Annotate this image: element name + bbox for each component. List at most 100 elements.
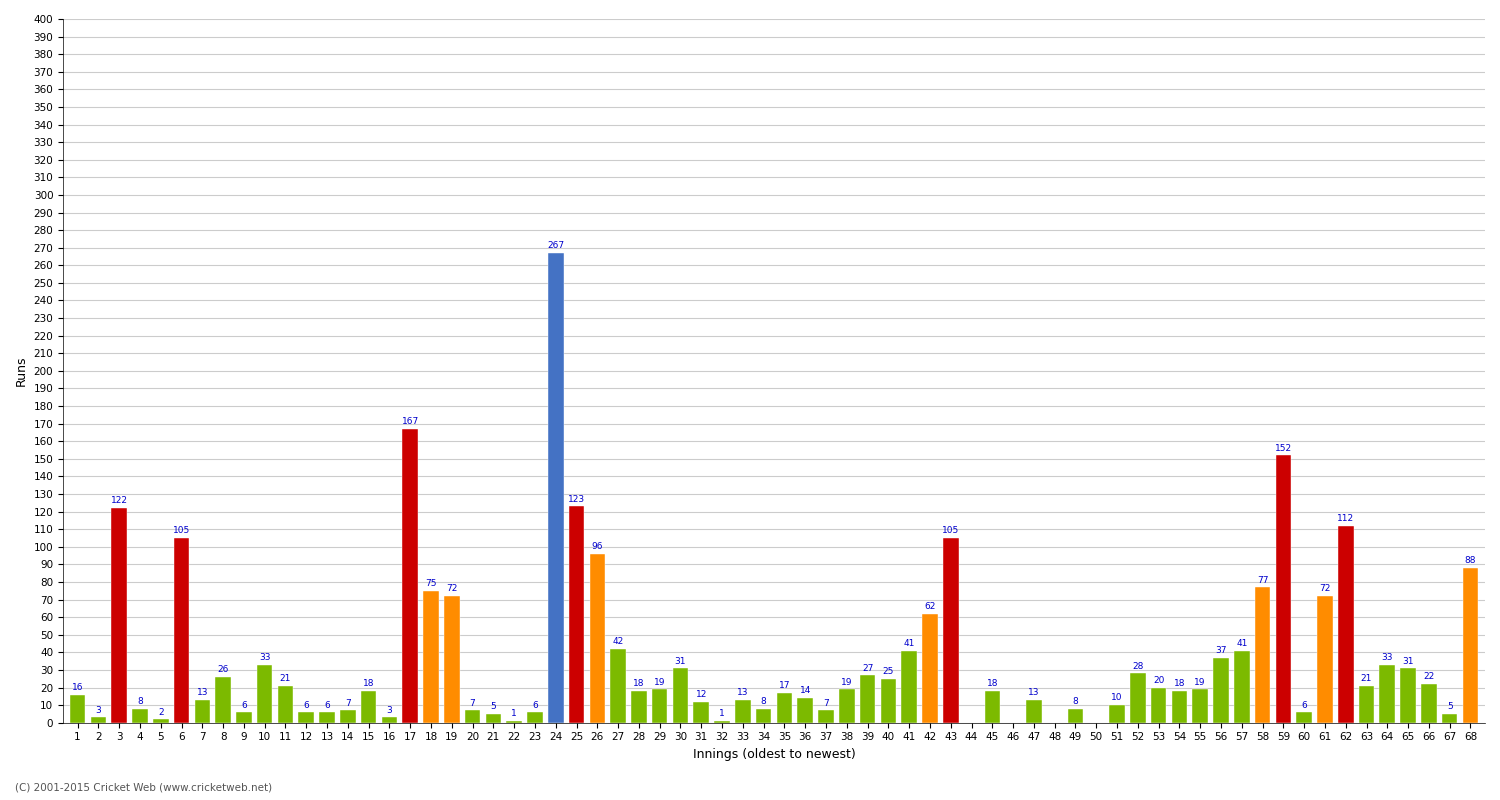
Bar [1172,691,1186,722]
Text: 13: 13 [196,688,208,698]
Bar [1026,700,1041,722]
Bar [756,709,771,722]
Bar [236,712,252,722]
Text: 18: 18 [363,679,375,689]
Bar [1380,665,1395,722]
Text: 7: 7 [824,698,830,708]
Bar [526,712,543,722]
Text: 22: 22 [1424,672,1434,682]
Bar [1420,684,1437,722]
Bar [672,668,688,722]
Text: 3: 3 [96,706,100,715]
Text: 41: 41 [903,639,915,648]
Text: 13: 13 [1028,688,1039,698]
Text: 8: 8 [1072,697,1078,706]
Bar [944,538,958,722]
Text: 21: 21 [1360,674,1372,683]
Bar [320,712,334,722]
Bar [423,590,439,722]
Bar [153,719,168,722]
Bar [1214,658,1228,722]
Text: 33: 33 [260,653,270,662]
Bar [111,508,128,722]
Text: 6: 6 [532,701,538,710]
Text: 41: 41 [1236,639,1248,648]
Text: 16: 16 [72,683,84,692]
Bar [1359,686,1374,722]
Bar [922,614,938,722]
Bar [1442,714,1458,722]
Bar [693,702,709,722]
Text: 18: 18 [633,679,645,689]
Text: 26: 26 [217,666,229,674]
Bar [1234,650,1250,722]
Text: 20: 20 [1154,676,1164,685]
Text: 18: 18 [1173,679,1185,689]
Text: 33: 33 [1382,653,1394,662]
Text: 267: 267 [548,242,564,250]
Bar [880,678,896,722]
Text: 2: 2 [158,707,164,717]
Text: 25: 25 [882,667,894,676]
Bar [1275,455,1292,722]
Bar [568,506,585,722]
Text: 1: 1 [718,710,724,718]
Text: (C) 2001-2015 Cricket Web (www.cricketweb.net): (C) 2001-2015 Cricket Web (www.cricketwe… [15,782,272,792]
Text: 19: 19 [1194,678,1206,686]
Text: 6: 6 [1302,701,1306,710]
Bar [1256,587,1270,722]
Bar [590,554,604,722]
Bar [839,690,855,722]
Bar [1108,705,1125,722]
Text: 167: 167 [402,418,418,426]
Text: 21: 21 [280,674,291,683]
Bar [818,710,834,722]
Text: 112: 112 [1336,514,1354,523]
Bar [859,675,876,722]
Bar [1401,668,1416,722]
Text: 6: 6 [242,701,248,710]
Text: 12: 12 [696,690,706,699]
Bar [735,700,750,722]
Bar [132,709,147,722]
Text: 27: 27 [862,663,873,673]
Text: 8: 8 [760,697,766,706]
Bar [610,649,626,722]
Bar [777,693,792,722]
Bar [278,686,294,722]
Bar [984,691,1000,722]
Text: 13: 13 [736,688,748,698]
Bar [1192,690,1208,722]
Bar [381,718,398,722]
Text: 5: 5 [1448,702,1452,711]
Text: 31: 31 [1402,657,1414,666]
Text: 19: 19 [654,678,666,686]
Bar [652,690,668,722]
Text: 18: 18 [987,679,998,689]
Bar [216,677,231,722]
Bar [548,253,564,722]
Text: 123: 123 [568,494,585,504]
Bar [90,718,106,722]
Bar [1296,712,1312,722]
Y-axis label: Runs: Runs [15,356,28,386]
Bar [1068,709,1083,722]
Bar [632,691,646,722]
Bar [465,710,480,722]
Bar [486,714,501,722]
Text: 96: 96 [591,542,603,551]
Bar [298,712,314,722]
Text: 10: 10 [1112,694,1124,702]
Bar [1130,674,1146,722]
Text: 28: 28 [1132,662,1143,671]
X-axis label: Innings (oldest to newest): Innings (oldest to newest) [693,748,855,761]
Bar [402,429,418,722]
Text: 5: 5 [490,702,496,711]
Text: 17: 17 [778,681,790,690]
Bar [1338,526,1353,722]
Text: 72: 72 [446,585,458,594]
Text: 6: 6 [303,701,309,710]
Bar [1317,596,1332,722]
Text: 1: 1 [512,710,518,718]
Text: 7: 7 [470,698,476,708]
